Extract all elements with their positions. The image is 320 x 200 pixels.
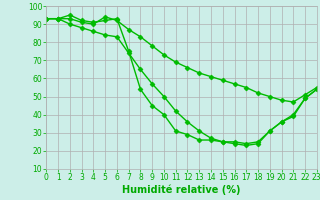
X-axis label: Humidité relative (%): Humidité relative (%) — [122, 185, 241, 195]
